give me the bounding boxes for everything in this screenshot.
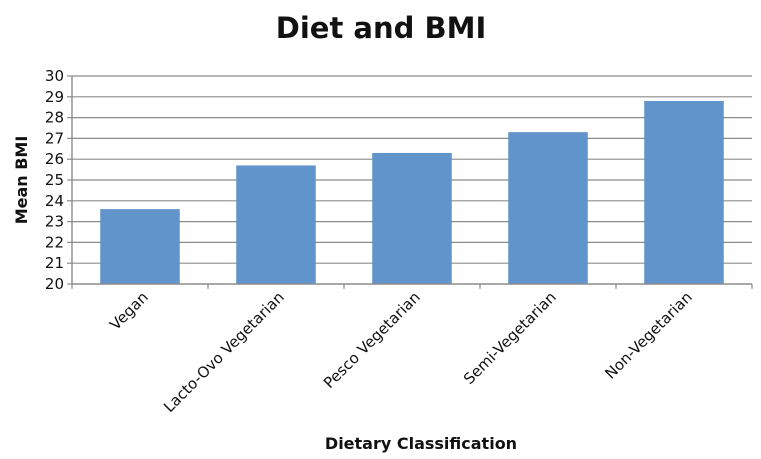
- y-tick-label: 22: [45, 233, 64, 251]
- y-axis-title: Mean BMI: [12, 136, 31, 225]
- chart-title: Diet and BMI: [276, 11, 486, 45]
- x-tick-label: Lacto-Ovo Vegetarian: [160, 288, 288, 416]
- bar: [236, 165, 316, 284]
- y-tick-label: 28: [45, 109, 64, 127]
- bars: [100, 101, 724, 284]
- x-tick-labels: Vegan Lacto-Ovo Vegetarian Pesco Vegetaria…: [106, 288, 696, 416]
- y-tick-label: 23: [45, 213, 64, 231]
- x-tick-label: Vegan: [106, 288, 152, 334]
- y-tick-label: 26: [45, 150, 64, 168]
- y-tick-label: 27: [45, 129, 64, 147]
- y-tick-label: 30: [45, 67, 64, 85]
- bar: [644, 101, 724, 284]
- x-tick-label: Non-Vegetarian: [601, 288, 695, 382]
- x-tick-label: Pesco Vegetarian: [320, 288, 424, 392]
- y-tick-labels: 20 21 22 23 24 25 26 27 28 29 30: [45, 67, 64, 293]
- x-axis-title: Dietary Classification: [325, 434, 517, 453]
- bar: [508, 132, 588, 284]
- y-tick-label: 21: [45, 254, 64, 272]
- y-tick-label: 24: [45, 192, 64, 210]
- y-tick-label: 25: [45, 171, 64, 189]
- x-tick-label: Semi-Vegetarian: [460, 288, 560, 388]
- y-tick-label: 29: [45, 88, 64, 106]
- y-tick-label: 20: [45, 275, 64, 293]
- bar: [100, 209, 180, 284]
- bar: [372, 153, 452, 284]
